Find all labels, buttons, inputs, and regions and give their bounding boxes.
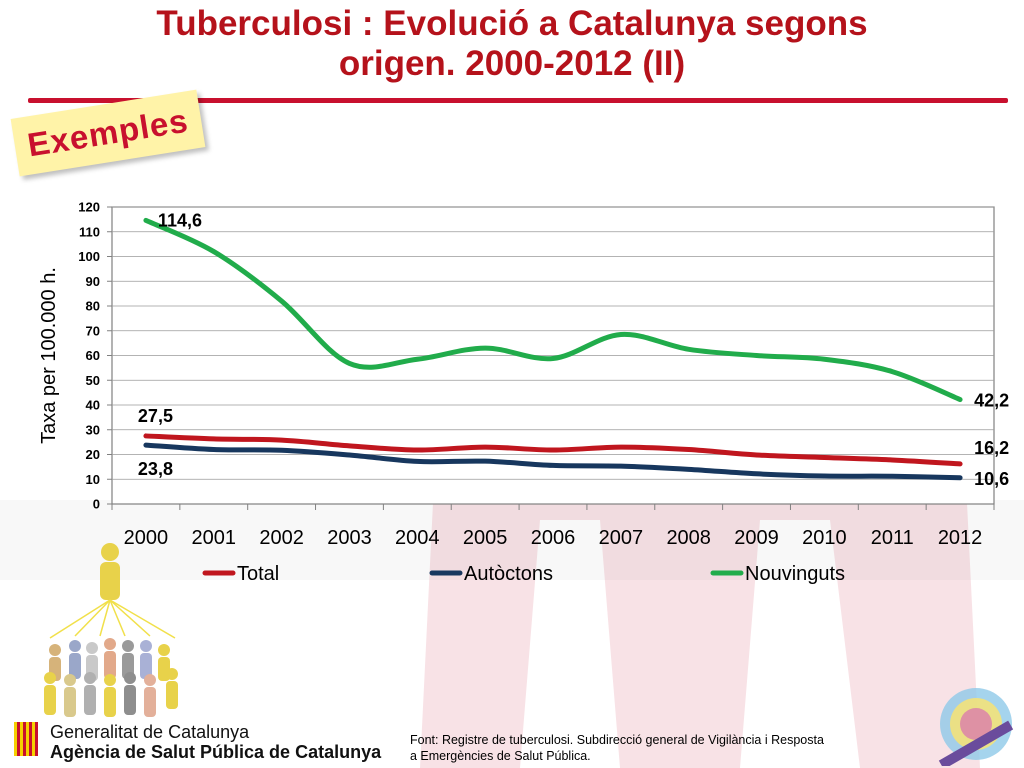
crowd-icon xyxy=(44,638,178,717)
agency-logo-text: Generalitat de Catalunya Agència de Salu… xyxy=(50,722,381,762)
title-line-1: Tuberculosi : Evolució a Catalunya segon… xyxy=(156,4,868,43)
people-network-illustration xyxy=(44,543,178,717)
tick-label-y: 110 xyxy=(79,224,100,239)
tick-label-y: 50 xyxy=(86,373,100,388)
title-line-2: origen. 2000-2012 (II) xyxy=(338,44,686,83)
series-line-0 xyxy=(143,433,963,467)
source-note: Font: Registre de tuberculosi. Subdirecc… xyxy=(410,732,910,764)
slide-title: Tuberculosi : Evolució a Catalunya segon… xyxy=(0,4,1024,84)
tick-label-x: 2011 xyxy=(871,527,914,549)
tick-label-y: 30 xyxy=(86,422,100,437)
tick-label-x: 2009 xyxy=(734,527,779,549)
title-divider xyxy=(28,98,1008,103)
axis-label-y: Taxa per 100.000 h. xyxy=(38,267,60,444)
tick-label-x: 2001 xyxy=(192,527,237,549)
tick-label-y: 70 xyxy=(86,323,100,338)
generalitat-logo-icon xyxy=(14,722,38,756)
source-line-1: Font: Registre de tuberculosi. Subdirecc… xyxy=(410,733,824,747)
tick-label-x: 2000 xyxy=(124,527,169,549)
tick-label-y: 10 xyxy=(86,472,100,487)
legend-label-2: Nouvinguts xyxy=(745,563,845,585)
tb-rate-chart: 0 10 20 30 40 50 60 70 80 90 100 110 120 2000 2001 2002… xyxy=(38,200,1009,586)
tick-label-x: 2012 xyxy=(938,527,983,549)
tick-label-y: 80 xyxy=(86,299,100,314)
connection-lines-icon xyxy=(49,599,176,639)
tick-label-y: 20 xyxy=(86,447,100,462)
tick-label-x: 2005 xyxy=(463,527,508,549)
data-label: 16,2 xyxy=(974,438,1009,458)
tick-label-y: 120 xyxy=(78,200,100,215)
tick-label-x: 2004 xyxy=(395,527,440,549)
data-label: 42,2 xyxy=(974,391,1009,411)
tick-label-x: 2010 xyxy=(802,527,847,549)
logo-line-1: Generalitat de Catalunya xyxy=(50,722,250,742)
tick-label-x: 2007 xyxy=(599,527,644,549)
data-label: 114,6 xyxy=(158,210,202,230)
tick-label-y: 40 xyxy=(86,398,100,413)
tick-label-y: 100 xyxy=(78,249,100,264)
data-label: 27,5 xyxy=(138,406,173,426)
tick-label-x: 2008 xyxy=(666,527,711,549)
tick-label-y: 0 xyxy=(93,497,100,512)
tick-label-y: 90 xyxy=(86,274,100,289)
series-line-1 xyxy=(143,442,963,481)
legend-label-0: Total xyxy=(237,563,279,585)
tick-label-x: 2006 xyxy=(531,527,576,549)
legend-label-1: Autòctons xyxy=(464,563,553,585)
anniversary-stamp-icon xyxy=(938,688,1014,766)
tick-label-y: 60 xyxy=(86,348,100,363)
tick-label-x: 2003 xyxy=(327,527,372,549)
source-line-2: a Emergències de Salut Pública. xyxy=(410,749,591,763)
series-line-2 xyxy=(143,217,963,403)
tick-label-x: 2002 xyxy=(259,527,304,549)
logo-line-2: Agència de Salut Pública de Catalunya xyxy=(50,742,382,762)
data-label: 23,8 xyxy=(138,459,173,479)
lead-person-icon xyxy=(100,543,120,600)
data-label: 10,6 xyxy=(974,469,1009,489)
